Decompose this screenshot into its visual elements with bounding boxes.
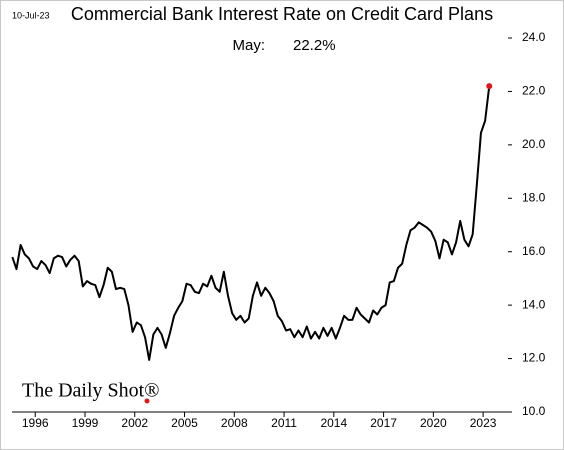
y-tick-label: 18.0 xyxy=(522,190,546,204)
x-tick-label: 2011 xyxy=(271,416,297,430)
date-stamp: 10-Jul-23 xyxy=(12,10,50,20)
y-tick-label: 22.0 xyxy=(522,84,546,98)
x-tick-label: 2017 xyxy=(370,416,397,430)
x-tick-label: 2023 xyxy=(470,416,497,430)
logo: The Daily Shot® xyxy=(22,380,159,402)
y-tick-label: 16.0 xyxy=(522,244,546,258)
logo-dot xyxy=(144,398,150,404)
x-tick-label: 2002 xyxy=(121,416,148,430)
x-tick-label: 2020 xyxy=(420,416,447,430)
y-tick-label: 10.0 xyxy=(522,404,546,418)
x-tick-label: 2005 xyxy=(171,416,198,430)
line xyxy=(11,85,491,361)
x-tick-label: 1996 xyxy=(22,416,49,430)
x-tick-label: 2008 xyxy=(221,416,248,430)
chart-title: Commercial Bank Interest Rate on Credit … xyxy=(71,4,493,24)
end-marker xyxy=(486,83,493,90)
y-tick-label: 24.0 xyxy=(522,30,546,44)
y-tick-label: 14.0 xyxy=(522,297,546,311)
x-tick-label: 1999 xyxy=(72,416,99,430)
annotation-value: 22.2% xyxy=(293,37,336,54)
annotation-label: May: xyxy=(232,37,265,54)
y-tick-label: 20.0 xyxy=(522,137,546,151)
y-tick-label: 12.0 xyxy=(522,351,546,365)
x-tick-label: 2014 xyxy=(320,416,347,430)
